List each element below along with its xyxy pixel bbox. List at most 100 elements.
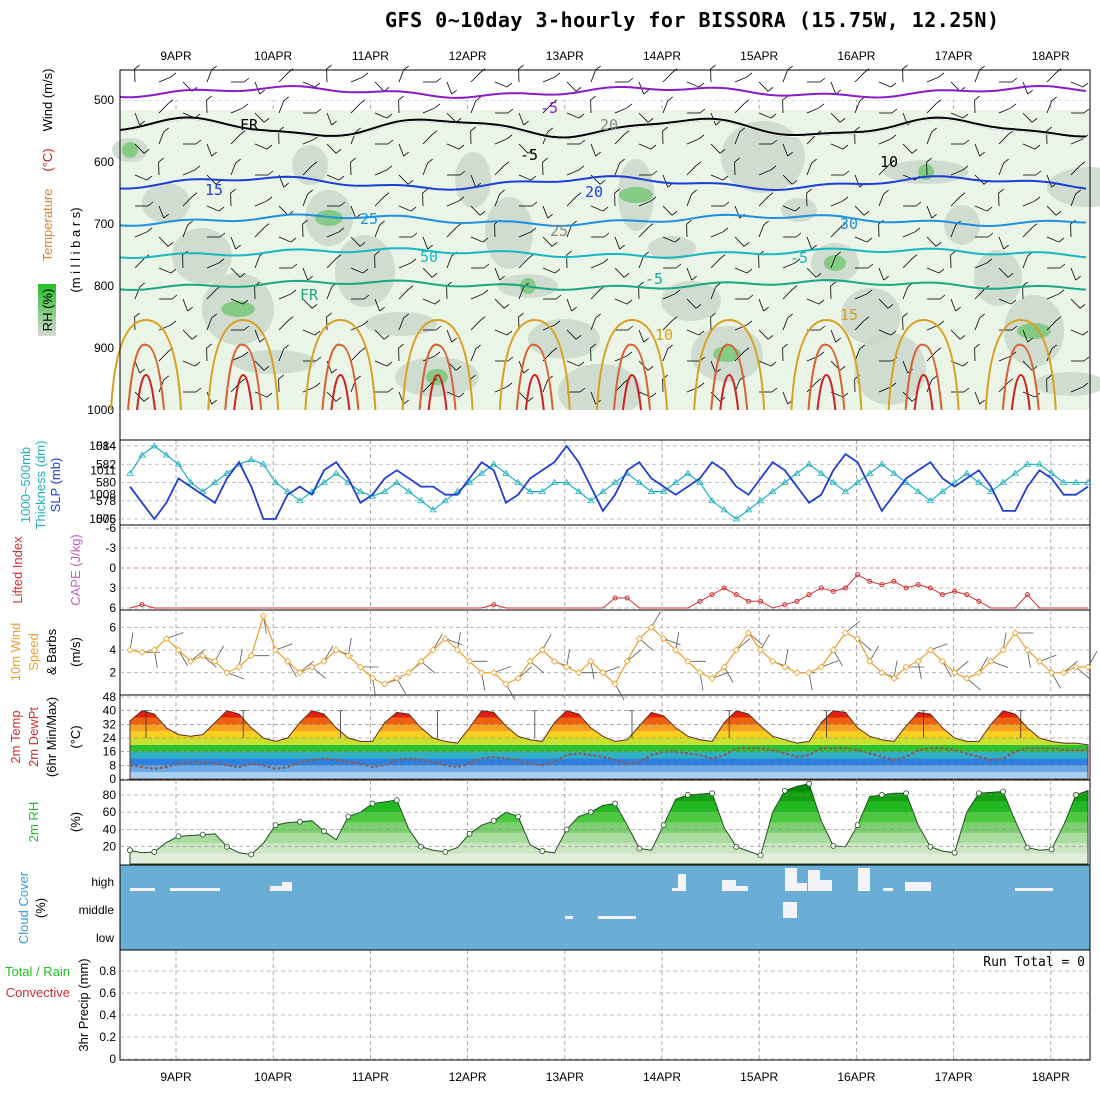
wind-barb	[614, 107, 628, 114]
wind-barb	[398, 317, 405, 331]
wind-barb-flag	[331, 368, 337, 374]
isotherm-35-bump	[913, 373, 934, 411]
isotherm-30-bump	[418, 343, 457, 411]
wind-speed-point	[478, 669, 486, 677]
thickness-point	[441, 496, 449, 504]
thickness-point	[611, 478, 619, 485]
wind-barb-flag	[643, 89, 649, 95]
wind-barb-flag	[698, 330, 705, 336]
pressure-tick: 900	[94, 341, 114, 355]
thickness-point	[514, 478, 522, 485]
wind-barb	[254, 143, 268, 150]
wind-speed-point	[211, 657, 219, 665]
cloud-cover-block	[905, 882, 931, 891]
wind-barb-flag	[482, 289, 489, 295]
rh-point	[854, 822, 861, 829]
wind-barb-flag	[974, 95, 980, 101]
wind-barb	[1046, 320, 1057, 331]
wind-barb	[590, 205, 604, 212]
wind-barb	[590, 317, 597, 331]
wind-speed-point	[284, 657, 292, 665]
wind-barb	[1022, 329, 1029, 343]
wind-speed-point	[793, 669, 801, 677]
wind-barb-flag	[1082, 82, 1089, 88]
wind-barb	[1070, 386, 1084, 393]
surface-wind-barb	[1063, 660, 1078, 673]
date-label-top: 12APR	[449, 49, 487, 63]
wind-barb-flag	[506, 382, 513, 388]
wind-barb	[566, 224, 573, 238]
wind-barb	[1070, 165, 1081, 176]
wind-barb-flag	[795, 232, 802, 238]
wind-barb	[854, 236, 868, 243]
wind-barb	[614, 236, 621, 250]
wind-barb-flag	[935, 99, 942, 104]
contour-label: 25	[360, 210, 378, 228]
wind-barb	[686, 165, 697, 176]
wind-speed-point	[623, 657, 631, 665]
wind-barb	[278, 236, 292, 243]
rh-point	[296, 818, 303, 825]
wind-speed-point	[926, 646, 934, 654]
surface-wind-barb	[1075, 666, 1090, 679]
ua-label-rh: RH (%)	[40, 289, 55, 332]
wind-barb	[134, 174, 148, 181]
wind-barb	[974, 317, 981, 331]
wind-barb-flag	[643, 251, 649, 257]
rh-point	[199, 831, 206, 838]
wind-barb-flag	[651, 170, 658, 176]
wind-barb	[542, 131, 549, 145]
lifted-index-point	[891, 578, 897, 584]
ua-frame	[119, 69, 1091, 441]
wind-speed-point	[660, 635, 668, 643]
rh-band	[130, 791, 1088, 802]
wind-barb	[470, 293, 484, 300]
thickness-point	[793, 469, 801, 476]
surface-wind-barb	[990, 660, 1009, 668]
wind-barb-flag	[623, 273, 630, 278]
upper-wind-barbs	[134, 64, 1090, 405]
isotherm-35-bump	[1010, 373, 1031, 411]
wind-barb	[374, 196, 385, 207]
wind-speed-point	[672, 646, 680, 654]
wind-barb-flag	[667, 344, 673, 350]
temp-band	[120, 697, 1090, 704]
cloud-cover-block	[672, 888, 680, 891]
thickness-point	[1084, 478, 1092, 485]
thickness-point	[538, 487, 547, 495]
wind-barb-flag	[362, 320, 369, 326]
wind-barb-flag	[902, 64, 908, 70]
wind-barb	[1046, 293, 1060, 300]
wind-barb-flag	[206, 343, 212, 349]
wind-barb-flag	[287, 68, 294, 73]
wind-barb-flag	[411, 232, 418, 238]
chart-title: GFS 0~10day 3-hourly for BISSORA (15.75W…	[385, 8, 1000, 32]
wind-barb-flag	[1055, 68, 1062, 73]
wind-barb-flag	[926, 157, 932, 163]
wind-barb-flag	[902, 312, 908, 318]
wind-barb	[590, 262, 604, 269]
wind-barb-flag	[1083, 356, 1090, 362]
wind-barb-flag	[259, 89, 265, 95]
lifted-index-point	[818, 585, 824, 591]
date-label-bottom: 18APR	[1032, 1070, 1070, 1084]
lifted-tick: 6	[109, 601, 116, 615]
wind-barb-flag	[335, 397, 342, 402]
rh-point	[127, 847, 133, 854]
wind-barb	[734, 324, 748, 331]
wind-barb	[158, 324, 172, 331]
wind-barb	[806, 298, 820, 305]
isotherm-25-bump	[984, 318, 1057, 411]
wind-barb	[854, 293, 868, 300]
rh-band	[130, 801, 1088, 813]
wind-barbs-label: & Barbs	[44, 628, 59, 675]
date-label-bottom: 14APR	[643, 1070, 681, 1084]
surface-wind-barb	[226, 672, 245, 680]
wind-barb-flag	[770, 165, 777, 171]
wind-barb	[830, 227, 841, 238]
wind-barb-flag	[739, 127, 745, 133]
temp-tick: 48	[103, 690, 117, 704]
wind-barb	[638, 329, 645, 343]
rh-point	[903, 790, 910, 797]
temp-band	[130, 710, 1088, 718]
